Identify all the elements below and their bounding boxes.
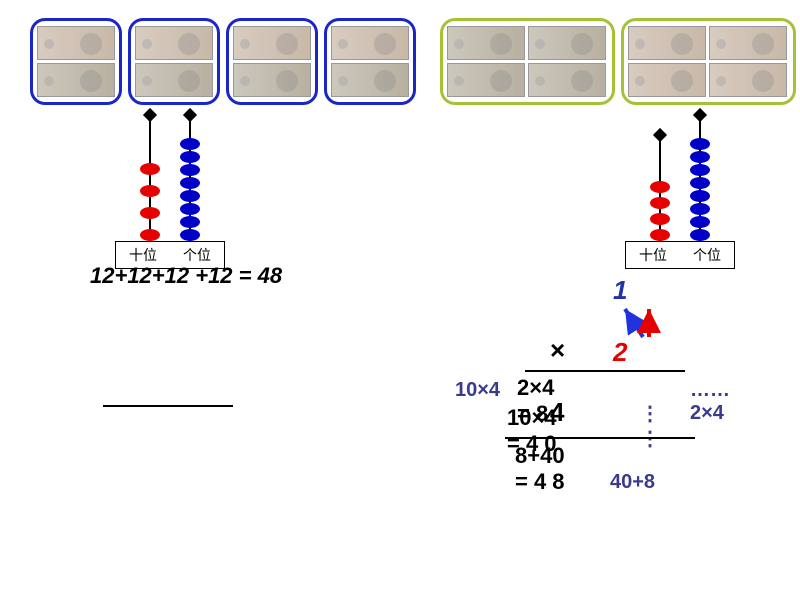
- tens-rod: [659, 136, 661, 241]
- banknote: [233, 26, 311, 60]
- money-card-2: [128, 18, 220, 105]
- bead: [180, 177, 200, 189]
- annotation-left-1: 10×4: [455, 379, 500, 402]
- bead: [180, 151, 200, 163]
- ones-rod: [189, 116, 191, 241]
- ones-rod: [699, 116, 701, 241]
- math-rule-2: [505, 437, 695, 439]
- bead: [690, 190, 710, 202]
- bead: [650, 197, 670, 209]
- annotation-right-1: ……2×4: [690, 379, 730, 425]
- bead: [650, 229, 670, 241]
- place-value-box-right: 十位 个位: [625, 241, 735, 269]
- bead: [140, 185, 160, 197]
- step-3: 8+40 = 4 8: [515, 443, 565, 495]
- bead: [690, 151, 710, 163]
- bead: [140, 229, 160, 241]
- tens-rod: [149, 116, 151, 241]
- money-card-tens-group: [621, 18, 796, 105]
- banknote: [528, 26, 606, 60]
- bead: [690, 203, 710, 215]
- bead: [690, 216, 710, 228]
- ones-label: 个位: [680, 242, 734, 268]
- banknote: [233, 63, 311, 97]
- bead: [690, 138, 710, 150]
- addition-equation: 12+12+12 +12 = 48: [90, 263, 282, 289]
- money-card-3: [226, 18, 318, 105]
- horizontal-rule: [103, 405, 233, 407]
- bead: [180, 138, 200, 150]
- bead: [180, 164, 200, 176]
- bead: [690, 229, 710, 241]
- bead: [650, 213, 670, 225]
- banknote: [447, 63, 525, 97]
- math-rule-1: [525, 370, 685, 372]
- abacus-left: [110, 113, 230, 241]
- banknote: [528, 63, 606, 97]
- bead: [140, 163, 160, 175]
- multiply-sign: ×: [550, 335, 565, 365]
- bead: [690, 177, 710, 189]
- money-card-ones-group: [440, 18, 615, 105]
- banknote: [709, 63, 787, 97]
- bead: [650, 181, 670, 193]
- banknote: [331, 26, 409, 60]
- banknote: [135, 63, 213, 97]
- bead: [690, 164, 710, 176]
- banknote: [37, 63, 115, 97]
- banknote: [709, 26, 787, 60]
- banknote: [37, 26, 115, 60]
- money-card-4: [324, 18, 416, 105]
- banknote: [331, 63, 409, 97]
- banknote: [628, 26, 706, 60]
- bead: [140, 207, 160, 219]
- tens-label: 十位: [626, 242, 680, 268]
- bead: [180, 229, 200, 241]
- digit-tens: 1: [613, 275, 627, 305]
- banknote: [135, 26, 213, 60]
- annotation-sum: 40+8: [610, 471, 655, 494]
- bead: [180, 203, 200, 215]
- banknote: [447, 26, 525, 60]
- banknote: [628, 63, 706, 97]
- dots-annotation: ⋮ ⋮: [640, 401, 660, 451]
- bead: [180, 190, 200, 202]
- abacus-right: [620, 113, 740, 241]
- money-card-1: [30, 18, 122, 105]
- bead: [180, 216, 200, 228]
- arrows-icon: [605, 303, 665, 343]
